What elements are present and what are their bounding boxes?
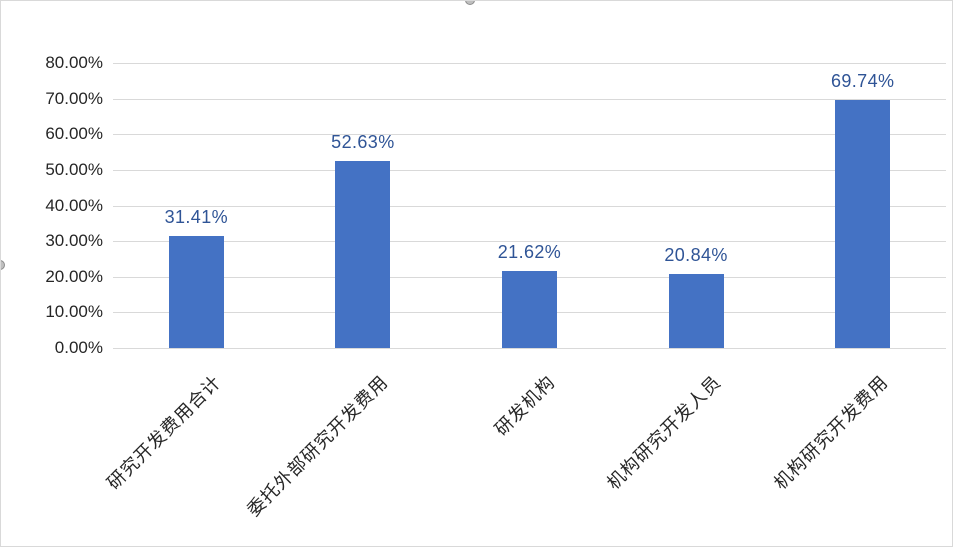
- y-axis-tick-label: 20.00%: [45, 266, 103, 286]
- y-axis-tick-label: 30.00%: [45, 231, 103, 251]
- gridline: [113, 134, 946, 136]
- y-axis-tick-label: 60.00%: [45, 124, 103, 144]
- data-label-2: 52.63%: [331, 131, 395, 152]
- data-label-4: 20.84%: [664, 244, 728, 265]
- y-axis-tick-label: 0.00%: [54, 338, 103, 357]
- gridline: [113, 63, 946, 64]
- data-label-3: 21.62%: [497, 242, 562, 262]
- gridline: [113, 205, 946, 207]
- y-axis-tick-label: 40.00%: [45, 195, 103, 215]
- bar-5[interactable]: [835, 99, 891, 348]
- data-label-5: 69.74%: [830, 70, 895, 91]
- category-label-1: 研究开发费用合计: [103, 371, 226, 494]
- y-axis-tick-label: 70.00%: [45, 88, 103, 108]
- bar-2[interactable]: [335, 160, 391, 348]
- data-label-1: 31.41%: [164, 207, 229, 228]
- gridline: [113, 241, 946, 243]
- y-axis-tick-label: 10.00%: [45, 302, 103, 322]
- y-axis-tick-label: 50.00%: [45, 159, 103, 179]
- bar-3[interactable]: [502, 271, 557, 348]
- gridline: [113, 348, 946, 349]
- bar-4[interactable]: [668, 273, 724, 348]
- selection-handle-top[interactable]: [465, 1, 475, 5]
- bar-1[interactable]: [168, 236, 224, 348]
- gridline: [113, 169, 946, 171]
- gridline: [113, 98, 946, 100]
- y-axis-tick-label: 80.00%: [45, 53, 103, 72]
